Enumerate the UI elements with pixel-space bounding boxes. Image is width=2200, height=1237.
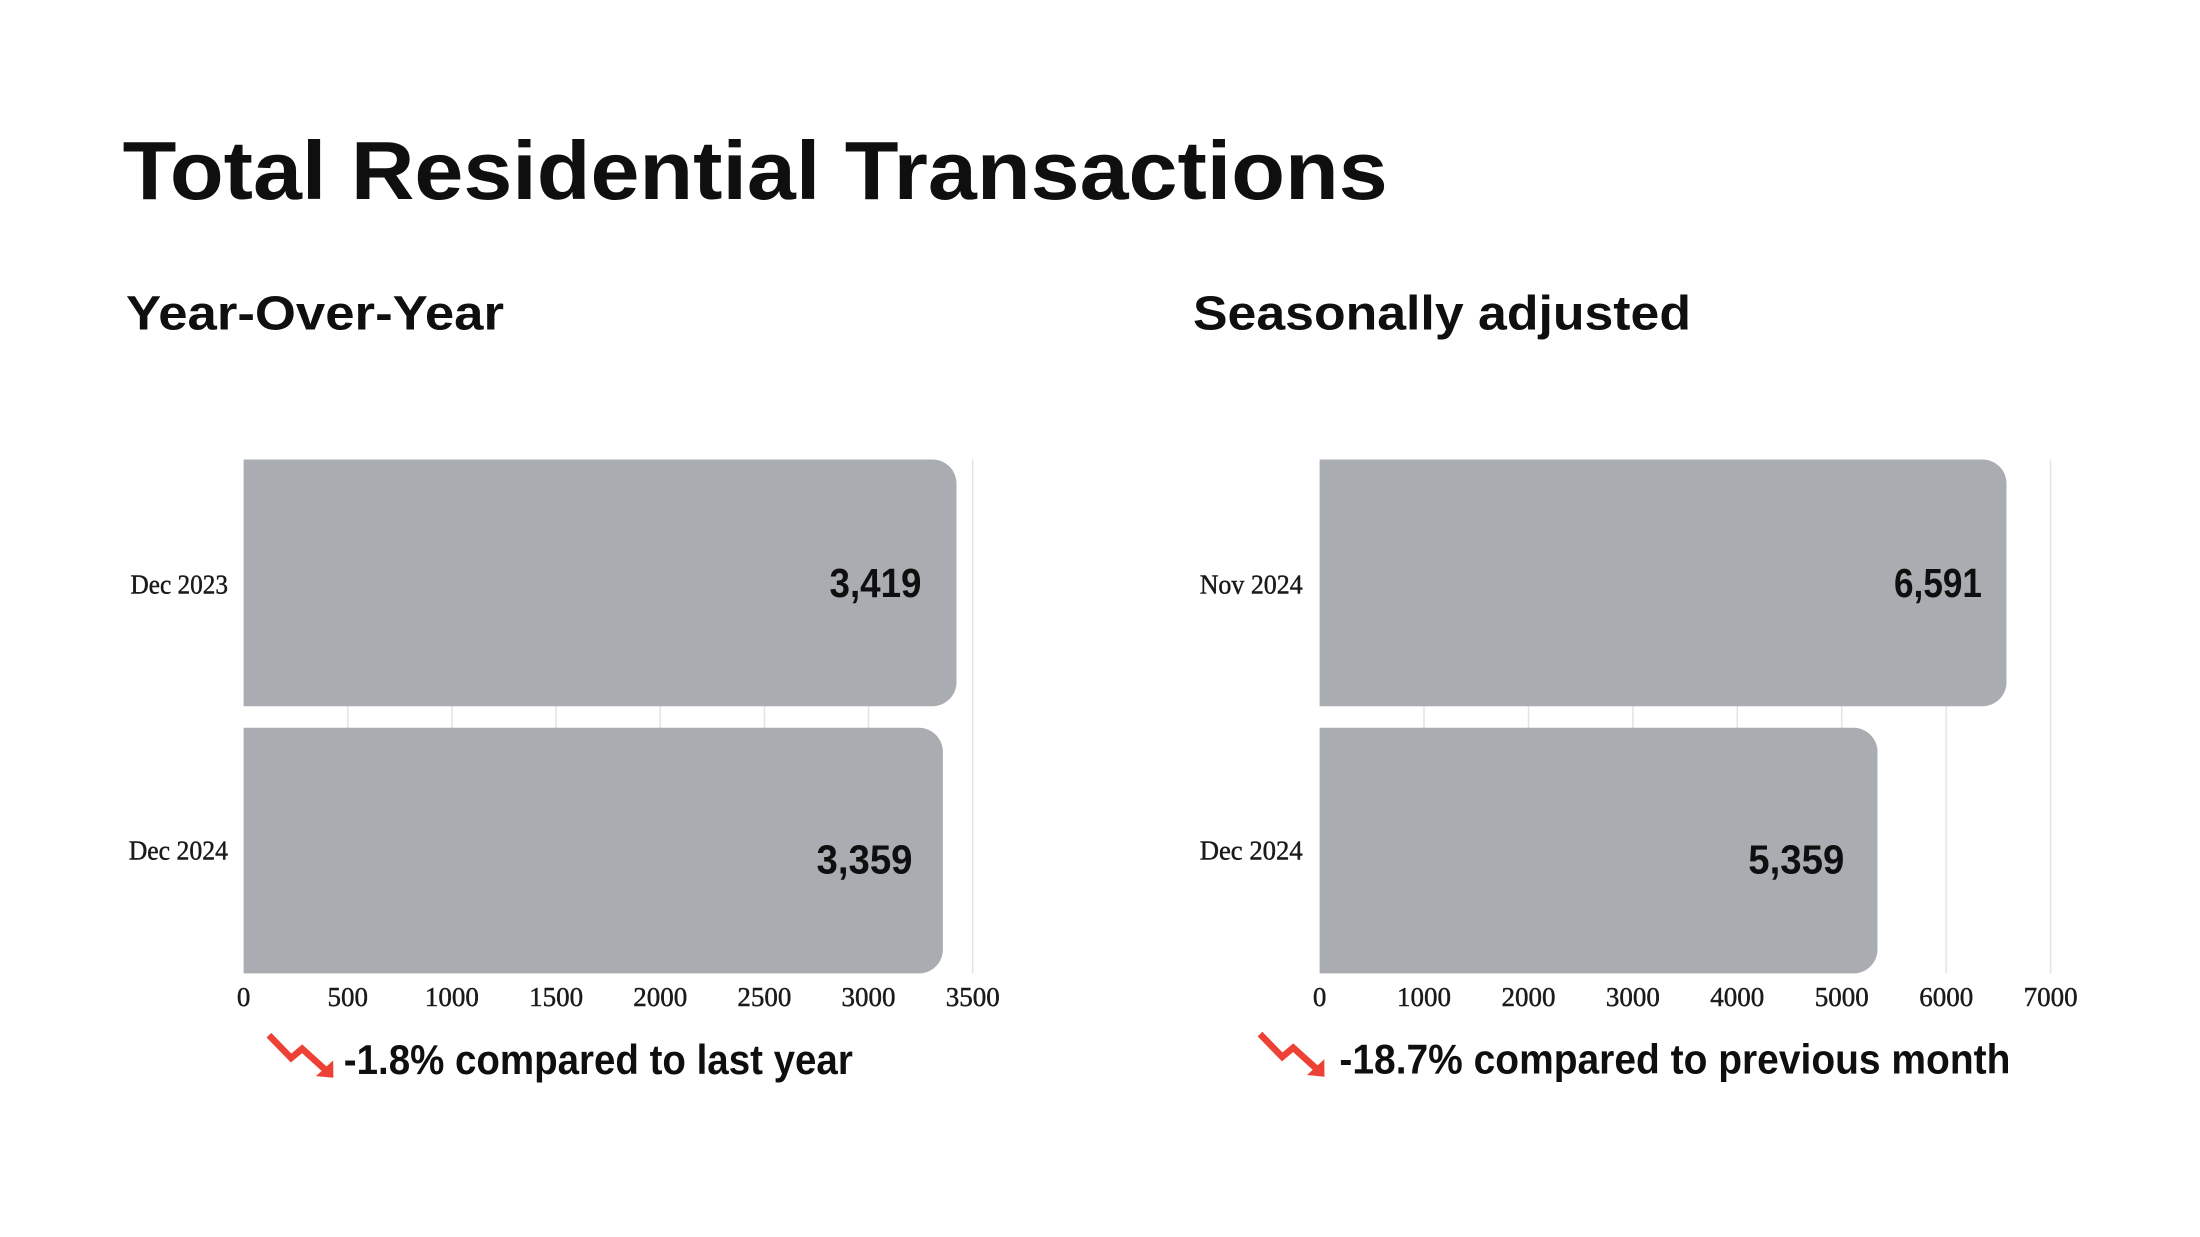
svg-text:3500: 3500 bbox=[946, 982, 1000, 1012]
svg-text:3000: 3000 bbox=[1606, 982, 1660, 1012]
svg-text:Dec 2023: Dec 2023 bbox=[131, 570, 229, 600]
svg-text:5000: 5000 bbox=[1815, 982, 1869, 1012]
svg-text:1000: 1000 bbox=[425, 982, 479, 1012]
svg-text:6,591: 6,591 bbox=[1894, 560, 1982, 606]
svg-text:-1.8% compared to last year: -1.8% compared to last year bbox=[344, 1036, 853, 1083]
svg-text:3,419: 3,419 bbox=[830, 560, 922, 606]
svg-text:4000: 4000 bbox=[1710, 982, 1764, 1012]
svg-text:-18.7% compared to previous mo: -18.7% compared to previous month bbox=[1339, 1036, 2010, 1083]
svg-text:Year-Over-Year: Year-Over-Year bbox=[126, 288, 504, 341]
svg-text:3,359: 3,359 bbox=[817, 836, 913, 882]
svg-text:500: 500 bbox=[328, 982, 369, 1012]
svg-text:Dec 2024: Dec 2024 bbox=[1200, 835, 1303, 865]
svg-text:Total Residential Transactions: Total Residential Transactions bbox=[123, 124, 1388, 217]
svg-text:1000: 1000 bbox=[1397, 982, 1451, 1012]
svg-text:Seasonally adjusted: Seasonally adjusted bbox=[1193, 288, 1691, 341]
svg-text:7000: 7000 bbox=[2024, 982, 2078, 1012]
svg-text:6000: 6000 bbox=[1919, 982, 1973, 1012]
svg-text:2000: 2000 bbox=[633, 982, 687, 1012]
svg-text:3000: 3000 bbox=[842, 982, 896, 1012]
svg-text:Nov 2024: Nov 2024 bbox=[1200, 570, 1303, 600]
svg-text:0: 0 bbox=[237, 982, 251, 1012]
svg-text:2500: 2500 bbox=[737, 982, 791, 1012]
svg-text:1500: 1500 bbox=[529, 982, 583, 1012]
svg-text:5,359: 5,359 bbox=[1748, 836, 1844, 882]
svg-text:2000: 2000 bbox=[1502, 982, 1556, 1012]
svg-text:0: 0 bbox=[1313, 982, 1327, 1012]
svg-text:Dec 2024: Dec 2024 bbox=[129, 835, 229, 865]
